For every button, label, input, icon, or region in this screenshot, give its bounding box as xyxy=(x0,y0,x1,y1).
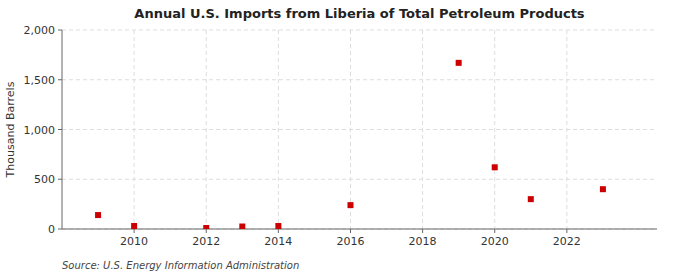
y-grid-line xyxy=(62,129,657,130)
y-grid-line xyxy=(62,179,657,180)
points xyxy=(95,60,606,229)
data-point xyxy=(492,164,498,170)
x-tick xyxy=(134,229,135,233)
y-tick xyxy=(58,30,62,31)
x-tick xyxy=(350,229,351,233)
x-tick xyxy=(422,229,423,233)
data-point xyxy=(456,60,462,66)
y-grid-line xyxy=(62,79,657,80)
x-grid-line xyxy=(278,30,279,229)
x-tick xyxy=(206,229,207,233)
y-tick xyxy=(58,129,62,130)
data-point xyxy=(203,225,209,229)
x-axis-line xyxy=(62,229,657,230)
grid xyxy=(62,30,657,229)
chart-container: 2010 2012 2014 2016 2018 2020 2022 0 500 1,000 1,5… xyxy=(0,0,675,275)
x-grid-line xyxy=(494,30,495,229)
y-tick xyxy=(58,179,62,180)
plot-area xyxy=(62,30,657,229)
chart-title: Annual U.S. Imports from Liberia of Tota… xyxy=(134,6,585,21)
data-point xyxy=(95,212,101,218)
x-tick-label: 2012 xyxy=(192,235,220,248)
data-point xyxy=(347,202,353,208)
source-note: Source: U.S. Energy Information Administ… xyxy=(62,260,299,271)
data-point xyxy=(275,223,281,229)
data-point xyxy=(528,196,534,202)
y-tick-label: 2,000 xyxy=(24,24,56,37)
y-tick xyxy=(58,79,62,80)
data-point xyxy=(600,186,606,192)
y-grid-line xyxy=(62,30,657,31)
y-tick-label: 0 xyxy=(48,223,55,236)
x-tick-label: 2010 xyxy=(120,235,148,248)
y-axis-label: Thousand Barrels xyxy=(4,81,17,178)
data-point xyxy=(131,223,137,229)
y-tick-label: 1,000 xyxy=(24,124,56,137)
x-tick xyxy=(566,229,567,233)
x-tick xyxy=(278,229,279,233)
y-tick-label: 1,500 xyxy=(24,74,56,87)
x-tick-label: 2016 xyxy=(336,235,364,248)
data-point xyxy=(239,224,245,229)
x-tick xyxy=(494,229,495,233)
chart-svg: 2010 2012 2014 2016 2018 2020 2022 0 500 1,000 1,5… xyxy=(0,0,675,275)
y-tick xyxy=(58,229,62,230)
x-tick-label: 2022 xyxy=(553,235,581,248)
x-tick-label: 2014 xyxy=(264,235,292,248)
y-grid-line xyxy=(62,229,657,230)
x-tick-label: 2020 xyxy=(481,235,509,248)
y-tick-label: 500 xyxy=(34,173,55,186)
x-tick-label: 2018 xyxy=(409,235,437,248)
